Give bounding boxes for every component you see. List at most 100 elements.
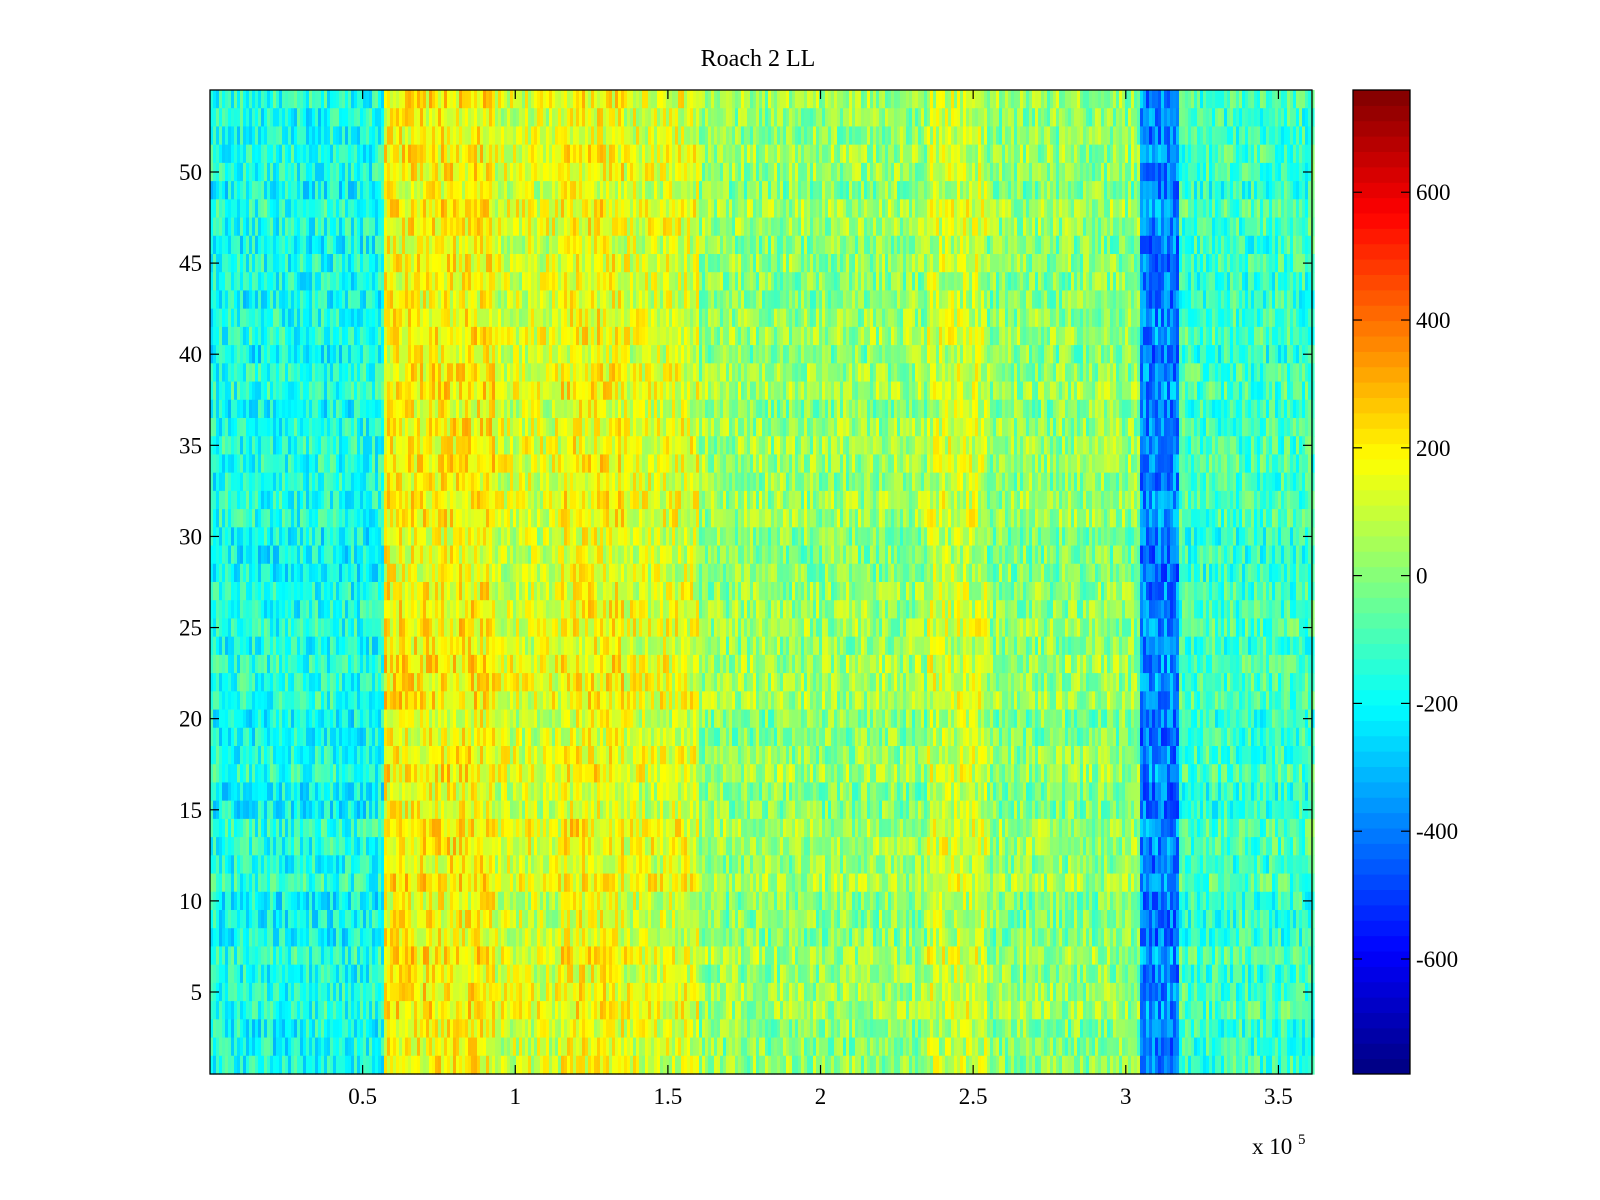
heatmap-cell [840,162,844,182]
heatmap-cell [711,235,715,255]
heatmap-cell [705,144,709,164]
heatmap-cell [303,90,307,109]
heatmap-cell [834,144,838,164]
heatmap-cell [642,90,646,109]
heatmap-cell [966,235,970,255]
heatmap-cell [276,181,280,200]
heatmap-cell [723,254,727,273]
heatmap-cell [471,126,475,146]
heatmap-cell [543,108,547,128]
heatmap-cell [387,90,391,109]
heatmap-cell [1278,235,1282,255]
heatmap-cell [1167,235,1171,255]
heatmap-cell [285,162,289,182]
heatmap-cell [303,126,307,146]
heatmap-cell [1137,144,1141,164]
heatmap-cell [618,162,622,182]
heatmap-cell [540,144,544,164]
heatmap-cell [1071,162,1075,182]
heatmap-cell [423,108,427,128]
heatmap-cell [993,90,997,109]
heatmap-cell [546,254,550,273]
heatmap-cell [546,144,550,164]
heatmap-cell [1014,217,1018,237]
heatmap-cell [1173,90,1177,109]
heatmap-cell [390,235,394,255]
heatmap-cell [351,90,355,109]
heatmap-cell [507,254,511,273]
heatmap-cell [222,162,226,182]
heatmap-cell [216,181,220,200]
heatmap-cell [1197,126,1201,146]
heatmap-cell [804,235,808,255]
heatmap-cell [327,199,331,219]
heatmap-cell [603,235,607,255]
heatmap-cell [621,108,625,128]
heatmap-cell [789,199,793,219]
heatmap-cell [372,162,376,182]
heatmap-cell [582,254,586,273]
heatmap-cell [618,181,622,200]
heatmap-cell [450,217,454,237]
heatmap-cell [552,144,556,164]
heatmap-cell [279,90,283,109]
heatmap-cell [345,126,349,146]
heatmap-cell [1182,217,1186,237]
heatmap-cell [1191,144,1195,164]
heatmap-cell [363,126,367,146]
heatmap-cell [1086,144,1090,164]
heatmap-cell [666,181,670,200]
heatmap-cell [1302,217,1306,237]
heatmap-cell [423,217,427,237]
heatmap-cell [792,254,796,273]
heatmap-cell [621,162,625,182]
heatmap-cell [1257,162,1261,182]
heatmap-cell [837,126,841,146]
heatmap-cell [702,108,706,128]
heatmap-cell [1023,126,1027,146]
heatmap-cell [1134,181,1138,200]
heatmap-cell [354,108,358,128]
heatmap-cell [717,90,721,109]
heatmap-cell [525,144,529,164]
heatmap-cell [1155,90,1159,109]
heatmap-cell [216,144,220,164]
heatmap-cell [252,108,256,128]
heatmap-cell [1014,90,1018,109]
heatmap-cell [459,235,463,255]
heatmap-cell [1065,235,1069,255]
heatmap-cell [1290,199,1294,219]
heatmap-cell [282,181,286,200]
heatmap-cell [1140,90,1144,109]
heatmap-cell [1110,108,1114,128]
heatmap-cell [360,235,364,255]
heatmap-cell [1287,217,1291,237]
heatmap-cell [1020,126,1024,146]
heatmap-cell [522,199,526,219]
heatmap-cell [663,108,667,128]
heatmap-cell [702,162,706,182]
heatmap-cell [693,254,697,273]
heatmap-cell [753,126,757,146]
heatmap-cell [741,108,745,128]
heatmap-cell [378,254,382,273]
heatmap-cell [891,90,895,109]
heatmap-cell [360,199,364,219]
heatmap-cell [669,199,673,219]
heatmap-cell [978,90,982,109]
heatmap-cell [1176,126,1180,146]
heatmap-cell [258,181,262,200]
heatmap-cell [252,162,256,182]
heatmap-cell [1212,126,1216,146]
heatmap-cell [960,199,964,219]
heatmap-cell [981,217,985,237]
heatmap-cell [288,144,292,164]
heatmap-cell [1044,144,1048,164]
heatmap-cell [801,181,805,200]
heatmap-cell [237,254,241,273]
heatmap-cell [1155,235,1159,255]
heatmap-cell [405,126,409,146]
heatmap-cell [882,217,886,237]
heatmap-cell [231,217,235,237]
heatmap-cell [390,126,394,146]
